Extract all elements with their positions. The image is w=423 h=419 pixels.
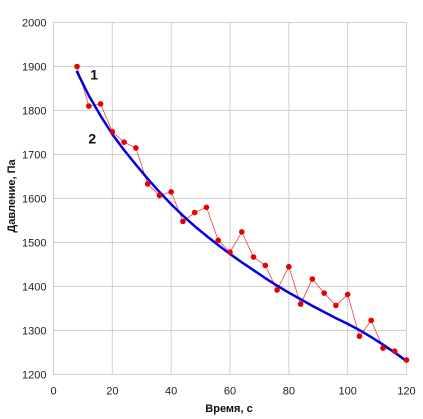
measured-point	[333, 302, 339, 309]
y-tick-label: 1900	[22, 62, 46, 74]
measured-point	[203, 204, 210, 211]
x-tick-label: 120	[397, 386, 415, 398]
y-tick-label: 1400	[22, 282, 46, 294]
y-tick-label: 1300	[22, 326, 46, 338]
measured-point	[74, 63, 80, 70]
measured-point	[215, 237, 222, 244]
x-tick-label: 60	[224, 386, 236, 398]
measured-point	[297, 301, 304, 307]
x-tick-labels: 0 20 40 60 80 100 120	[50, 386, 415, 398]
approximation-series-line	[75, 70, 408, 363]
x-tick-label: 0	[50, 386, 56, 398]
annotations: 12	[88, 67, 98, 147]
measured-point	[286, 263, 292, 270]
series	[74, 63, 410, 363]
measured-point	[309, 276, 316, 282]
measured-point	[274, 287, 280, 293]
x-tick-label: 80	[283, 386, 295, 398]
y-tick-label: 1700	[22, 150, 46, 162]
measured-point	[97, 101, 104, 107]
measured-point	[121, 139, 127, 145]
measured-point	[403, 357, 410, 363]
measured-point	[86, 103, 92, 109]
x-tick-label: 20	[106, 386, 118, 398]
x-tick-label: 100	[338, 386, 356, 398]
y-tick-label: 2000	[22, 18, 46, 30]
curve-label: 1	[90, 67, 98, 83]
measured-point	[262, 262, 269, 269]
measured-point	[368, 317, 375, 324]
measured-point	[180, 218, 186, 225]
measured-point	[380, 345, 386, 351]
measured-point	[321, 290, 327, 296]
measured-point	[344, 291, 351, 298]
measured-point	[227, 249, 233, 255]
measured-point	[168, 189, 174, 195]
measured-point	[238, 229, 245, 235]
measured-point	[109, 128, 116, 135]
measured-point	[156, 192, 163, 199]
y-tick-labels: 1200 1300 1400 1500 1600 1700 1800 1900 2000	[22, 18, 46, 382]
measured-point	[391, 348, 398, 354]
y-tick-label: 1600	[22, 194, 46, 206]
x-tick-label: 40	[165, 386, 177, 398]
measured-point	[356, 333, 363, 340]
curve-label: 2	[88, 131, 96, 147]
measured-point	[133, 145, 139, 151]
x-axis-title: Время, с	[205, 403, 252, 415]
measured-point	[144, 181, 151, 187]
y-tick-label: 1800	[22, 106, 46, 118]
measured-point	[191, 209, 198, 216]
grid	[53, 22, 407, 375]
measured-point	[250, 254, 257, 260]
y-tick-label: 1200	[22, 370, 46, 382]
y-tick-label: 1500	[22, 238, 46, 250]
y-axis-title: Давление, Па	[6, 159, 18, 233]
